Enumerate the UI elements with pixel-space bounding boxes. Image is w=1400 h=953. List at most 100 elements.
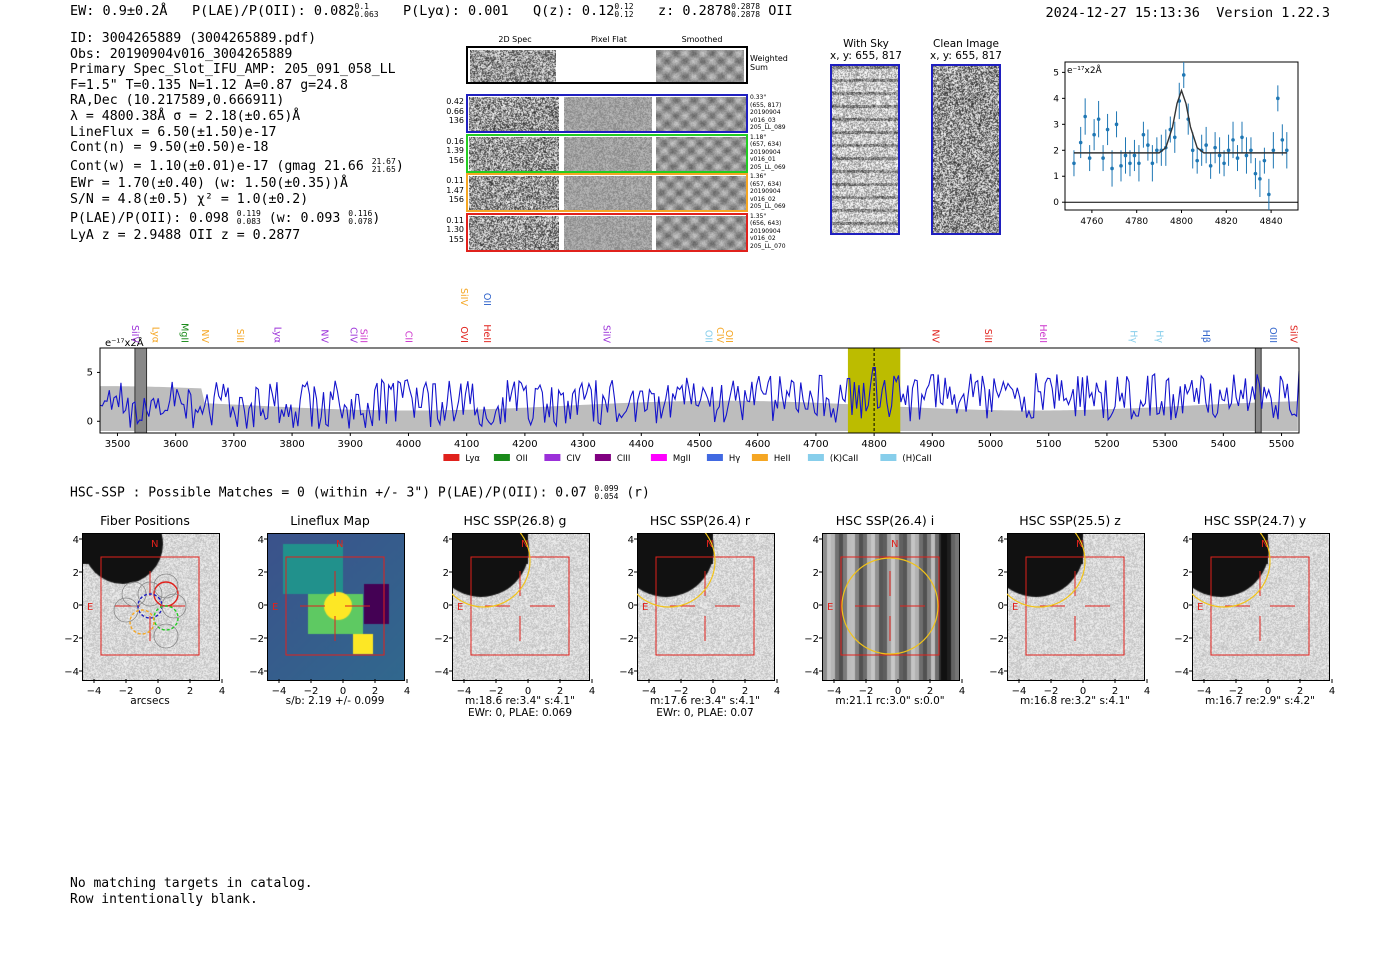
aperture-box (1210, 556, 1310, 656)
hsc-panel-caption: m:17.6 re:3.4" s:4.1" EWr: 0, PLAE: 0.07 (650, 695, 760, 719)
hsc-panel-caption: m:18.6 re:3.4" s:4.1" EWr: 0, PLAE: 0.069 (465, 695, 575, 719)
hsc-overlay: NE (1192, 533, 1310, 656)
hsc-overlay: NE (87, 539, 200, 656)
zoom-data-point (1240, 135, 1244, 140)
hsc-panel-caption: s/b: 2.19 +/- 0.099 (285, 695, 385, 707)
qz-summary: Q(z): 0.12 (533, 3, 615, 19)
spectral-line-label: OII (723, 330, 734, 343)
spectrum-x-tick: 3700 (221, 439, 246, 450)
spectral-line-label: Lyα (272, 327, 283, 343)
clean-image-title: Clean Image x, y: 655, 817 (930, 38, 1002, 62)
hsc-y-tick: 2 (1183, 568, 1189, 579)
z-line: OII (768, 3, 793, 19)
spectral-line-label: CIV (347, 327, 358, 343)
hsc-x-tick: −2 (1229, 686, 1244, 697)
hsc-y-tick: −4 (249, 667, 264, 678)
east-label: E (87, 602, 93, 613)
hsc-x-tick: −4 (272, 686, 287, 697)
hsc-y-tick: −4 (434, 667, 449, 678)
sky-noise-band (100, 386, 1298, 432)
hsc-x-tick: 4 (404, 686, 410, 697)
spectral-line-label: SiII (982, 329, 993, 343)
spectral-line-label: NV (318, 329, 329, 343)
info-sn: S/N = 4.8(±0.5) χ² = 1.0(±0.2) (70, 191, 309, 207)
hsc-y-tick: 0 (443, 601, 449, 612)
zoom-data-point (1249, 148, 1253, 153)
legend-label: HeII (774, 454, 791, 464)
hsc-image-panel (1192, 533, 1330, 681)
footer-no-targets: No matching targets in catalog. (70, 876, 313, 891)
zoom-data-point (1271, 148, 1276, 153)
zoom-data-point (1222, 161, 1226, 166)
zoom-x-tick: 4840 (1260, 217, 1283, 227)
zoom-data-point (1137, 161, 1141, 166)
spectrum-x-tick: 5200 (1094, 439, 1119, 450)
col-smoothed: Smoothed (681, 35, 723, 44)
zoom-data-point (1083, 114, 1087, 119)
hsc-panel-caption: m:16.8 re:3.2" s:4.1" (1020, 695, 1130, 707)
zoom-data-point (1231, 138, 1235, 142)
hsc-x-tick: −2 (304, 686, 319, 697)
spectrum-x-tick: 3800 (279, 439, 304, 450)
spectrum-x-tick: 5400 (1211, 439, 1236, 450)
hsc-x-tick: −2 (859, 686, 874, 697)
hsc-y-tick: 0 (73, 601, 79, 612)
hsc-x-tick: −4 (1012, 686, 1027, 697)
spectrum-y-tick: 5 (87, 367, 93, 378)
hsc-x-tick: 0 (525, 686, 531, 697)
zoom-data-point (1072, 161, 1076, 166)
hsc-y-tick: −2 (804, 634, 819, 645)
zoom-data-point (1092, 132, 1096, 137)
zoom-data-point (1204, 143, 1208, 147)
zoom-data-point (1235, 156, 1240, 160)
info-redshifts: LyA z = 2.9488 OII z = 0.2877 (70, 228, 301, 244)
cutout-row-stats: 0.16 1.39 156 (446, 136, 464, 165)
hsc-y-tick: −2 (989, 634, 1004, 645)
legend-swatch (544, 454, 561, 461)
north-label: N (1076, 539, 1083, 550)
legend-label: (K)CaII (830, 454, 858, 464)
spectrum-x-tick: 4800 (861, 439, 886, 450)
hsc-x-tick: 2 (927, 686, 933, 697)
zoom-x-tick: 4800 (1170, 217, 1193, 227)
footer-blank-row: Row intentionally blank. (70, 891, 258, 907)
hsc-overlay: NE (827, 539, 940, 656)
east-label: E (1012, 602, 1018, 613)
spectral-line-label: Hγ (1127, 330, 1138, 343)
spectrum-x-tick: 5500 (1269, 439, 1294, 450)
east-label: E (1197, 602, 1203, 613)
plya-summary: P(Lyα): 0.001 (402, 3, 509, 19)
spectrum-x-tick: 4100 (454, 439, 479, 450)
zoom-x-tick: 4780 (1125, 217, 1148, 227)
spectral-line-label: OII (481, 293, 492, 306)
zoom-data-point (1195, 158, 1199, 163)
hsc-x-tick: −2 (674, 686, 689, 697)
cutout-smoothed (656, 97, 746, 131)
north-label: N (151, 539, 158, 550)
aperture-box (100, 556, 200, 656)
legend-swatch (807, 454, 824, 461)
hsc-axes: −4 −4 −2 −2 0 0 2 2 4 4 (249, 535, 410, 697)
zoom-data-point (1101, 156, 1105, 160)
aperture-box (470, 556, 570, 656)
version: Version 1.22.3 (1216, 5, 1330, 21)
cutout-2d-spec (469, 97, 559, 131)
hsc-x-tick: −4 (1197, 686, 1212, 697)
hsc-overlay: NE (452, 533, 570, 656)
spectrum-x-tick: 4300 (570, 439, 595, 450)
hsc-y-tick: 2 (813, 568, 819, 579)
spectral-line-label: SiIV (458, 288, 469, 306)
hsc-x-tick: 2 (1112, 686, 1118, 697)
hsc-y-tick: 0 (258, 601, 264, 612)
timestamp-version: 2024-12-27 15:13:36 Version 1.22.3 (1046, 5, 1331, 21)
hsc-y-tick: 0 (998, 601, 1004, 612)
hsc-x-tick: 4 (774, 686, 780, 697)
spectral-line-label: CIV (714, 327, 725, 343)
hsc-x-tick: 4 (1144, 686, 1150, 697)
zoom-data-point (1267, 192, 1271, 197)
legend-label: Lyα (465, 454, 480, 464)
legend-swatch (493, 454, 510, 461)
spectral-line-label: OIII (1267, 327, 1278, 343)
hsc-x-tick: 0 (1080, 686, 1086, 697)
cutout-row-meta: 1.18" (657, 634) 20190904 v016_01 205_LL_069 (750, 133, 786, 171)
